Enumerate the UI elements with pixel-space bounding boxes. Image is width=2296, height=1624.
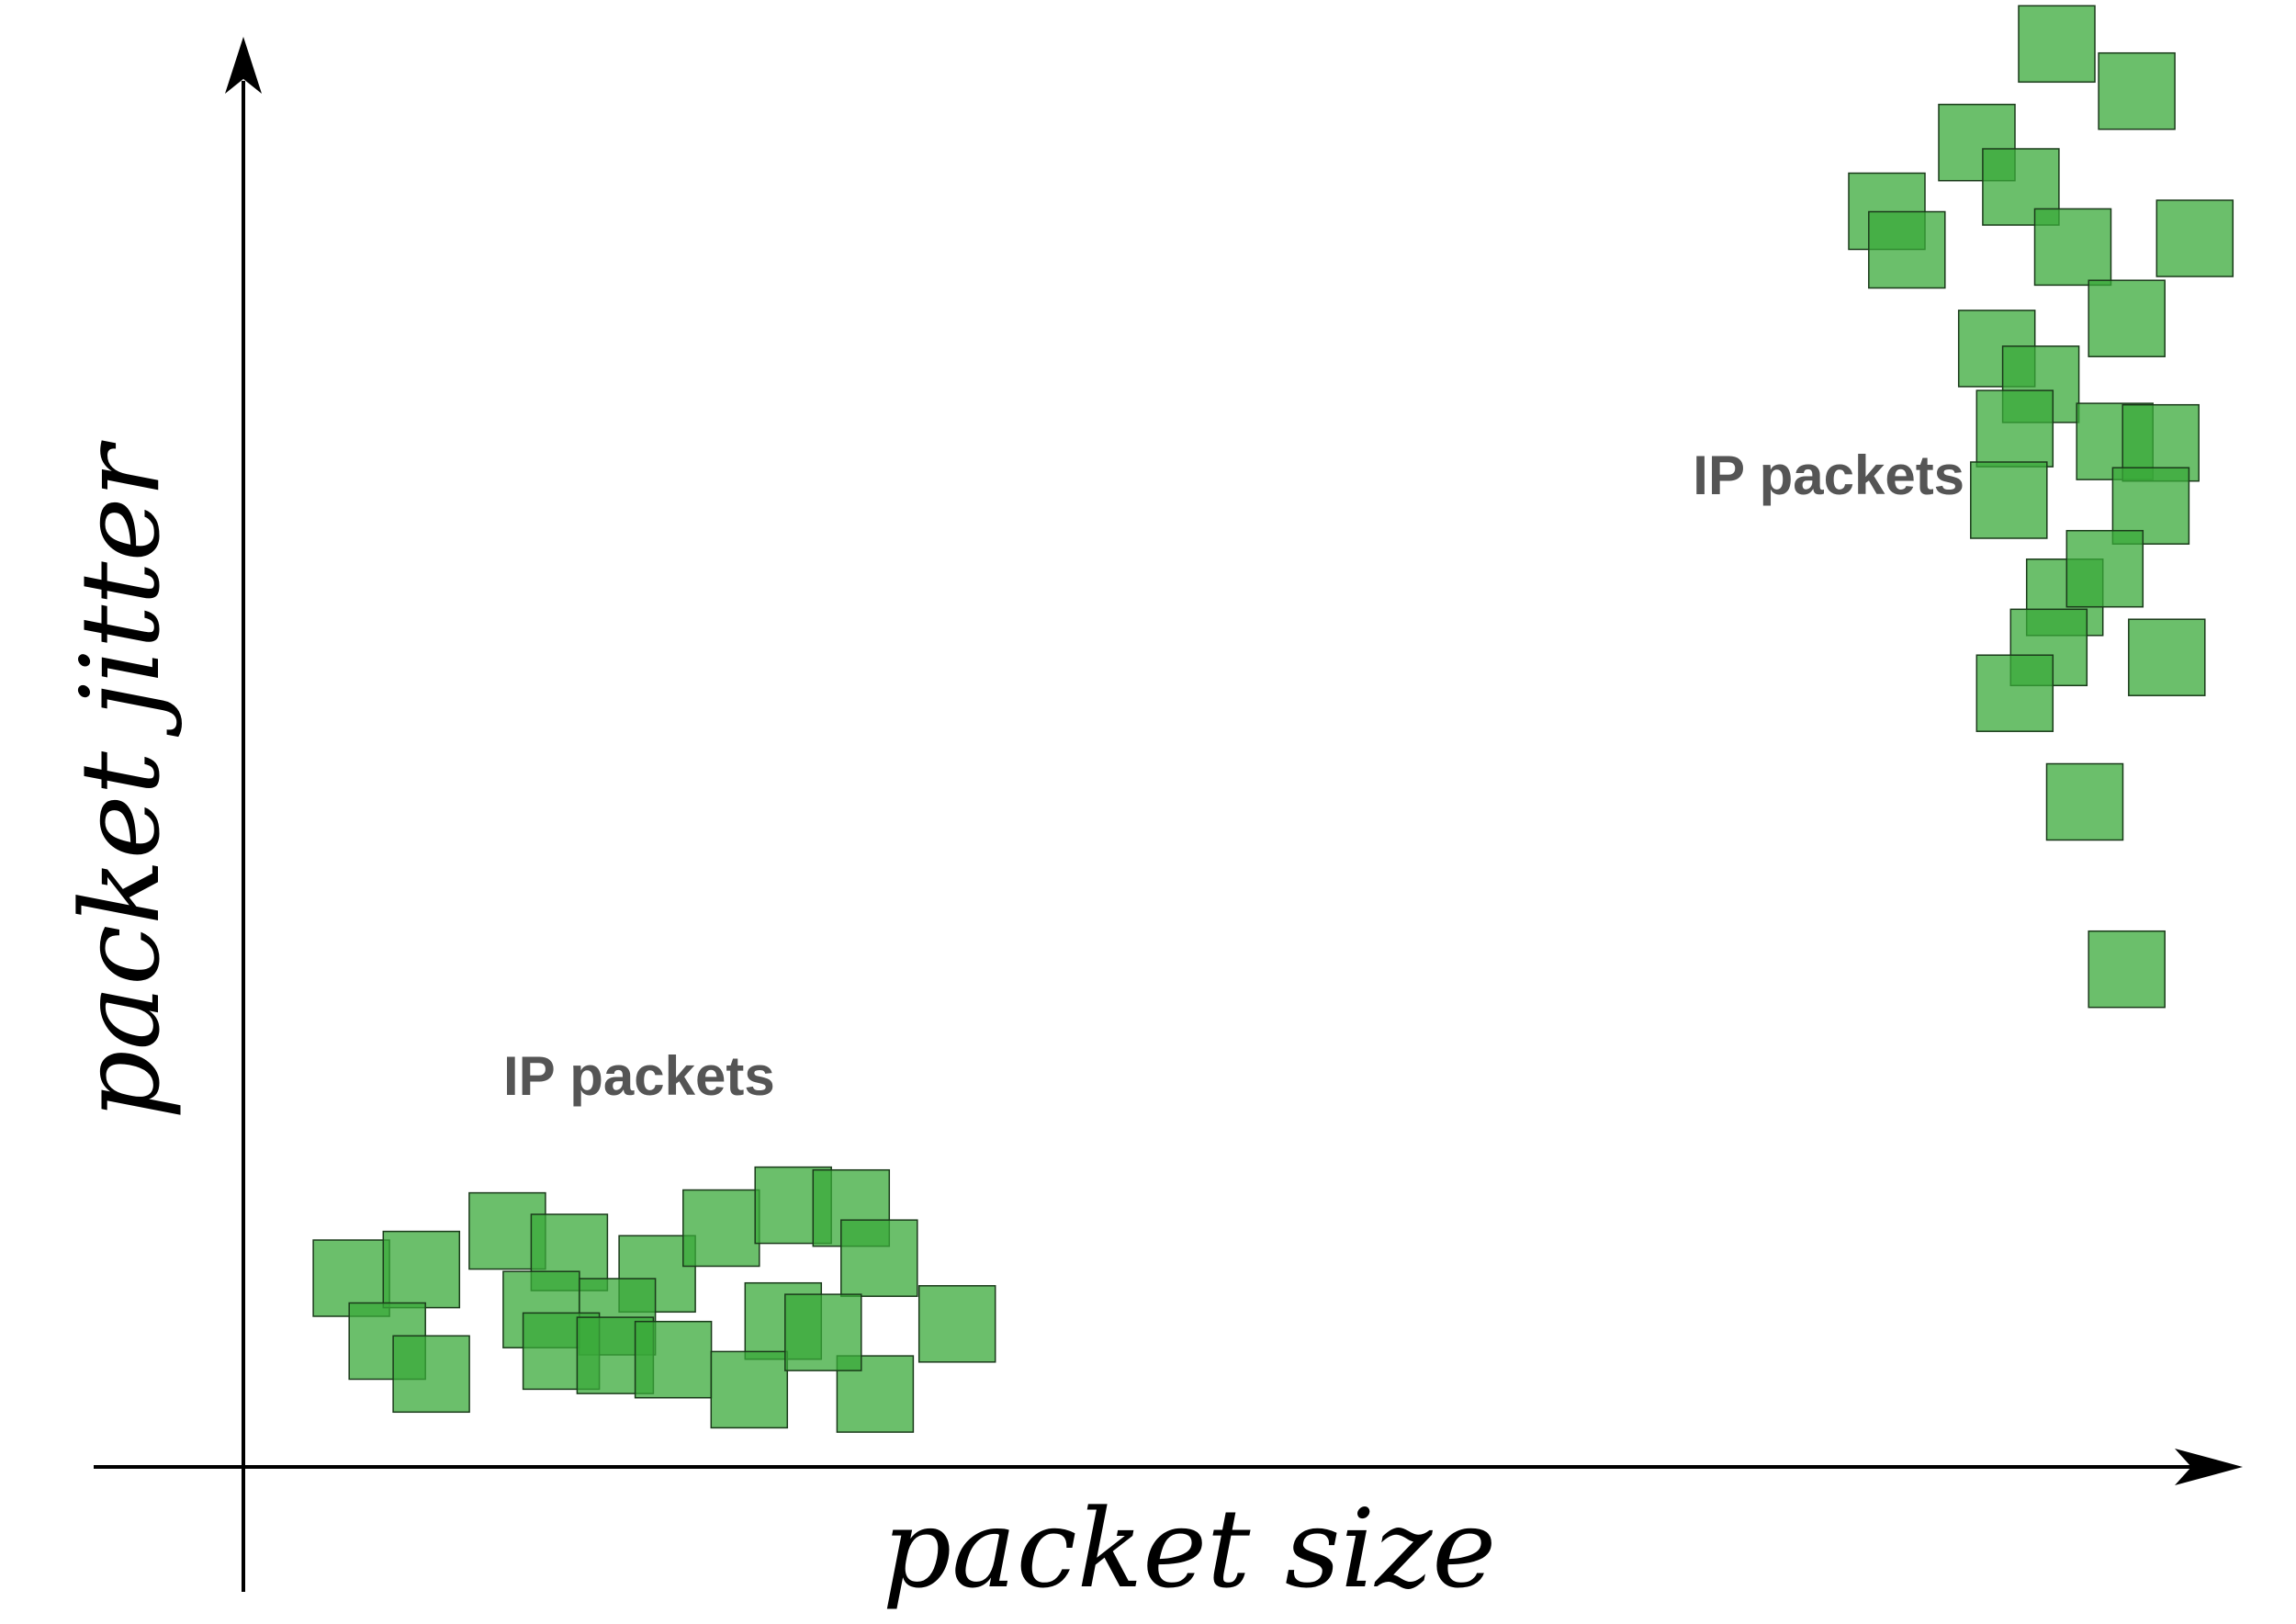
data-point <box>840 1219 918 1297</box>
series-1 <box>312 1166 996 1433</box>
y-axis-arrowhead <box>225 37 262 94</box>
data-point <box>382 1230 461 1309</box>
x-axis-label: packet size <box>883 1485 1497 1612</box>
cluster-label-2: IP packets <box>1693 445 1964 506</box>
data-point <box>2128 618 2206 696</box>
data-point <box>2033 208 2112 287</box>
data-point <box>2065 529 2144 608</box>
x-axis-arrowhead <box>2175 1449 2243 1485</box>
series-2 <box>1848 5 2234 1009</box>
data-point <box>2088 930 2166 1009</box>
data-point <box>784 1293 862 1371</box>
data-point <box>1975 654 2054 732</box>
data-point <box>2155 199 2234 277</box>
data-point <box>2098 51 2176 130</box>
y-axis-label: packet jitter <box>57 440 184 1120</box>
data-point <box>392 1335 470 1414</box>
data-point <box>2018 5 2096 84</box>
data-point <box>1970 461 2048 539</box>
data-point <box>2045 762 2124 841</box>
data-point <box>1868 210 1946 289</box>
data-point <box>917 1285 996 1363</box>
data-points <box>312 5 2234 1433</box>
data-point <box>634 1320 713 1399</box>
annotations: IP packets IP packets <box>503 445 1964 1107</box>
data-point <box>682 1189 760 1268</box>
data-point <box>1975 389 2054 468</box>
data-point <box>710 1350 789 1429</box>
cluster-label-1: IP packets <box>503 1045 775 1107</box>
data-point <box>2088 279 2166 357</box>
